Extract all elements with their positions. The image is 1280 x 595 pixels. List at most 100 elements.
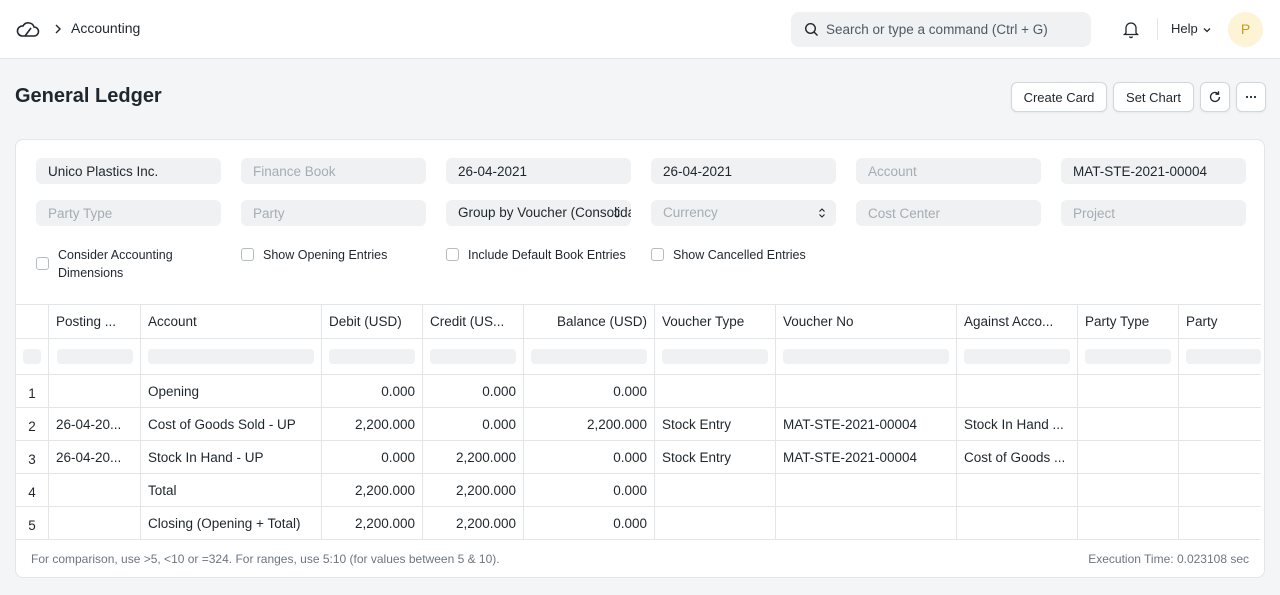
- table-cell-debit[interactable]: 2,200.000: [322, 408, 423, 440]
- column-filter-input[interactable]: [531, 349, 647, 364]
- table-cell-voucher-no[interactable]: MAT-STE-2021-00004: [776, 408, 957, 440]
- search-input[interactable]: [826, 12, 1084, 47]
- table-cell-party[interactable]: [1179, 441, 1261, 473]
- table-cell-date[interactable]: [49, 474, 141, 506]
- column-header[interactable]: Credit (US...: [423, 305, 524, 338]
- column-filter-input[interactable]: [1186, 349, 1261, 364]
- column-header[interactable]: Debit (USD): [322, 305, 423, 338]
- breadcrumb[interactable]: Accounting: [71, 20, 141, 36]
- column-header[interactable]: Against Acco...: [957, 305, 1078, 338]
- table-cell-voucher-no[interactable]: [776, 375, 957, 407]
- table-cell-date[interactable]: [49, 507, 141, 539]
- help-menu[interactable]: Help: [1171, 21, 1198, 36]
- table-cell-debit[interactable]: 0.000: [322, 375, 423, 407]
- table-cell-party[interactable]: [1179, 474, 1261, 506]
- table-cell-party[interactable]: [1179, 408, 1261, 440]
- table-cell-date[interactable]: 26-04-20...: [49, 441, 141, 473]
- currency-select[interactable]: Currency: [651, 200, 836, 226]
- party-field[interactable]: [241, 200, 426, 226]
- chevron-down-icon[interactable]: [1202, 25, 1212, 35]
- finance-book-field[interactable]: [241, 158, 426, 184]
- table-cell-credit[interactable]: 2,200.000: [423, 441, 524, 473]
- table-cell-voucher-type[interactable]: [655, 507, 776, 539]
- table-cell-voucher-no[interactable]: [776, 474, 957, 506]
- table-cell-voucher-no[interactable]: MAT-STE-2021-00004: [776, 441, 957, 473]
- project-field[interactable]: [1061, 200, 1246, 226]
- table-cell-credit[interactable]: 0.000: [423, 375, 524, 407]
- table-cell-party-type[interactable]: [1078, 375, 1179, 407]
- table-cell-balance[interactable]: 0.000: [524, 474, 655, 506]
- to-date-field[interactable]: [651, 158, 836, 184]
- table-cell-party-type[interactable]: [1078, 408, 1179, 440]
- column-header[interactable]: Voucher Type: [655, 305, 776, 338]
- search-bar[interactable]: [791, 12, 1091, 47]
- group-by-select[interactable]: Group by Voucher (Consolidated): [446, 200, 631, 226]
- table-cell-credit[interactable]: 0.000: [423, 408, 524, 440]
- table-cell-debit[interactable]: 2,200.000: [322, 474, 423, 506]
- table-row[interactable]: 2 26-04-20... Cost of Goods Sold - UP 2,200…: [16, 408, 1261, 441]
- table-cell-party[interactable]: [1179, 507, 1261, 539]
- column-header[interactable]: Posting ...: [49, 305, 141, 338]
- table-cell-party-type[interactable]: [1078, 441, 1179, 473]
- column-filter-input[interactable]: [964, 349, 1070, 364]
- table-row[interactable]: 4 Total 2,200.000 2,200.000 0.000: [16, 474, 1261, 507]
- table-cell-debit[interactable]: 0.000: [322, 441, 423, 473]
- more-button[interactable]: [1236, 82, 1266, 112]
- checkbox-box[interactable]: [446, 248, 459, 261]
- table-cell-against[interactable]: [957, 474, 1078, 506]
- table-cell-account[interactable]: Cost of Goods Sold - UP: [141, 408, 322, 440]
- table-cell-voucher-type[interactable]: Stock Entry: [655, 441, 776, 473]
- column-header[interactable]: Party Type: [1078, 305, 1179, 338]
- table-cell-voucher-type[interactable]: Stock Entry: [655, 408, 776, 440]
- column-filter-input[interactable]: [783, 349, 949, 364]
- cost-center-field[interactable]: [856, 200, 1041, 226]
- set-chart-button[interactable]: Set Chart: [1113, 82, 1194, 112]
- table-cell-party-type[interactable]: [1078, 507, 1179, 539]
- from-date-field[interactable]: [446, 158, 631, 184]
- checkbox-box[interactable]: [36, 257, 49, 270]
- company-field[interactable]: [36, 158, 221, 184]
- table-cell-party-type[interactable]: [1078, 474, 1179, 506]
- table-cell-account[interactable]: Stock In Hand - UP: [141, 441, 322, 473]
- column-filter-input[interactable]: [662, 349, 768, 364]
- column-header[interactable]: Party: [1186, 314, 1218, 329]
- table-cell-account[interactable]: Opening: [141, 375, 322, 407]
- table-cell-party[interactable]: [1179, 375, 1261, 407]
- table-cell-against[interactable]: [957, 375, 1078, 407]
- table-cell-voucher-type[interactable]: [655, 474, 776, 506]
- table-cell-balance[interactable]: 0.000: [524, 375, 655, 407]
- column-header[interactable]: Account: [141, 305, 322, 338]
- table-cell-against[interactable]: Cost of Goods ...: [957, 441, 1078, 473]
- column-filter-input[interactable]: [148, 349, 314, 364]
- table-cell-credit[interactable]: 2,200.000: [423, 507, 524, 539]
- cloud-logo-icon[interactable]: [16, 18, 40, 40]
- table-cell-balance[interactable]: 0.000: [524, 441, 655, 473]
- table-cell-account[interactable]: Total: [141, 474, 322, 506]
- column-header[interactable]: Balance (USD): [524, 305, 655, 338]
- table-cell-voucher-type[interactable]: [655, 375, 776, 407]
- create-card-button[interactable]: Create Card: [1011, 82, 1107, 112]
- table-row[interactable]: 1 Opening 0.000 0.000 0.000: [16, 375, 1261, 408]
- column-header[interactable]: Voucher No: [776, 305, 957, 338]
- avatar[interactable]: P: [1228, 12, 1263, 47]
- table-cell-debit[interactable]: 2,200.000: [322, 507, 423, 539]
- table-cell-against[interactable]: [957, 507, 1078, 539]
- table-cell-account[interactable]: Closing (Opening + Total): [141, 507, 322, 539]
- column-filter-input[interactable]: [1085, 349, 1171, 364]
- table-cell-against[interactable]: Stock In Hand ...: [957, 408, 1078, 440]
- table-row[interactable]: 3 26-04-20... Stock In Hand - UP 0.000 2,200…: [16, 441, 1261, 474]
- table-cell-voucher-no[interactable]: [776, 507, 957, 539]
- checkbox-box[interactable]: [651, 248, 664, 261]
- table-cell-date[interactable]: [49, 375, 141, 407]
- party-type-field[interactable]: [36, 200, 221, 226]
- table-row[interactable]: 5 Closing (Opening + Total) 2,200.000 2,200…: [16, 507, 1261, 540]
- column-filter-input[interactable]: [329, 349, 415, 364]
- column-filter-input[interactable]: [430, 349, 516, 364]
- table-cell-date[interactable]: 26-04-20...: [49, 408, 141, 440]
- column-filter-input[interactable]: [23, 349, 41, 364]
- checkbox-box[interactable]: [241, 248, 254, 261]
- table-cell-balance[interactable]: 2,200.000: [524, 408, 655, 440]
- table-cell-credit[interactable]: 2,200.000: [423, 474, 524, 506]
- bell-icon[interactable]: [1121, 19, 1141, 39]
- refresh-button[interactable]: [1200, 82, 1230, 112]
